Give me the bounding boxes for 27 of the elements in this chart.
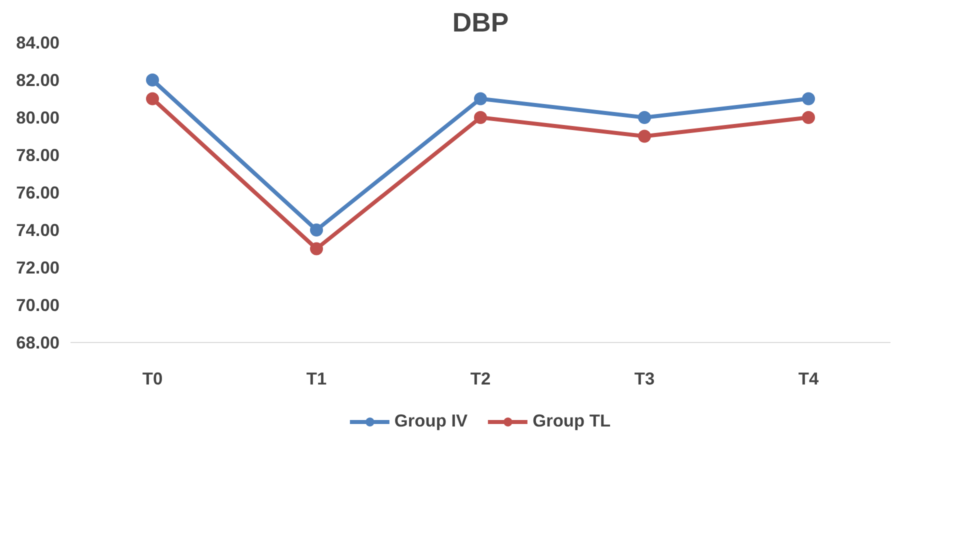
x-tick-label: T4 [798, 368, 819, 388]
y-tick-label: 82.00 [16, 70, 60, 90]
y-tick-label: 80.00 [16, 108, 60, 128]
y-tick-label: 74.00 [16, 220, 60, 240]
x-tick-label: T2 [470, 368, 491, 388]
x-tick-label: T1 [306, 368, 327, 388]
x-tick-label: T0 [142, 368, 163, 388]
chart-title: DBP [452, 8, 509, 38]
point [638, 111, 651, 124]
y-tick-label: 70.00 [16, 295, 60, 315]
point [474, 111, 487, 124]
point [474, 92, 487, 106]
y-tick-label: 84.00 [16, 32, 60, 52]
point [310, 224, 323, 236]
point [146, 92, 159, 106]
point [146, 74, 159, 86]
point [802, 111, 815, 124]
y-tick-label: 68.00 [16, 332, 60, 352]
point [638, 130, 651, 143]
legend-label: Group TL [532, 410, 611, 432]
x-tick-label: T3 [634, 368, 655, 388]
y-tick-label: 76.00 [16, 182, 60, 202]
point [310, 242, 323, 256]
legend-label: Group IV [394, 410, 468, 432]
y-tick-label: 78.00 [16, 145, 60, 165]
point [802, 92, 815, 106]
y-tick-label: 72.00 [16, 258, 60, 278]
